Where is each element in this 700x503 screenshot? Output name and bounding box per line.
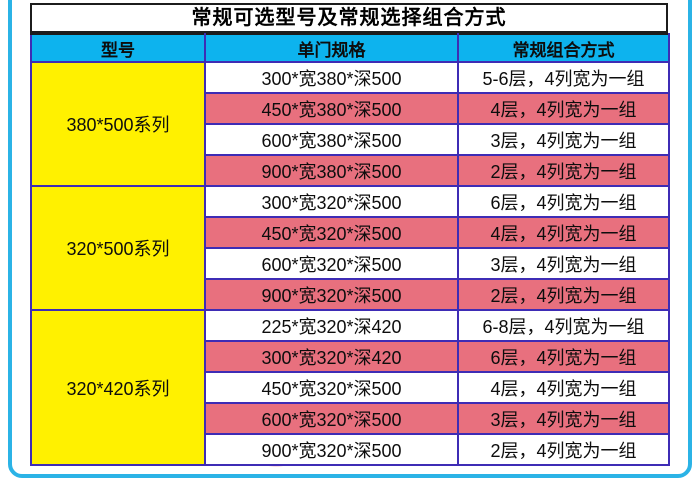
combo-cell: 2层，4列宽为一组 [457, 433, 670, 466]
spec-table-panel: 常规可选型号及常规选择组合方式 型号 单门规格 常规组合方式 380*500系列… [30, 3, 670, 466]
combo-cell: 3层，4列宽为一组 [457, 123, 670, 156]
combo-cell: 2层，4列宽为一组 [457, 154, 670, 187]
col-header-spec: 单门规格 [204, 33, 459, 63]
table-row: 450*宽380*深500 4层，4列宽为一组 [31, 92, 670, 125]
combo-cell: 4层，4列宽为一组 [457, 216, 670, 249]
page-title: 常规可选型号及常规选择组合方式 [30, 3, 668, 33]
spec-cell: 600*宽320*深500 [204, 402, 459, 435]
model-series-cell: 320*500系列 [30, 185, 206, 311]
table-row: 320*420系列 225*宽320*深420 6-8层，4列宽为一组 [30, 309, 670, 466]
combo-cell: 3层，4列宽为一组 [457, 247, 670, 280]
table-row: 900*宽320*深500 2层，4列宽为一组 [31, 278, 670, 311]
col-header-model: 型号 [30, 33, 206, 63]
table-row: 380*500系列 300*宽380*深500 5-6层，4列宽为一组 [30, 61, 670, 187]
table-row: 450*宽320*深500 4层，4列宽为一组 [31, 371, 670, 404]
table-row: 450*宽320*深500 4层，4列宽为一组 [31, 216, 670, 249]
spec-cell: 450*宽320*深500 [204, 371, 459, 404]
table-row: 900*宽380*深500 2层，4列宽为一组 [31, 154, 670, 187]
spec-cell: 450*宽380*深500 [204, 92, 459, 125]
header-row: 型号 单门规格 常规组合方式 [30, 33, 670, 63]
combo-cell: 6-8层，4列宽为一组 [457, 309, 670, 342]
spec-cell: 300*宽320*深420 [204, 340, 459, 373]
table-row: 600*宽320*深500 3层，4列宽为一组 [31, 402, 670, 435]
model-series-cell: 320*420系列 [30, 309, 206, 466]
combo-cell: 4层，4列宽为一组 [457, 92, 670, 125]
spec-cell: 450*宽320*深500 [204, 216, 459, 249]
model-series-cell: 380*500系列 [30, 61, 206, 187]
combo-cell: 5-6层，4列宽为一组 [457, 61, 670, 94]
table-row: 900*宽320*深500 2层，4列宽为一组 [31, 433, 670, 466]
spec-cell: 600*宽320*深500 [204, 247, 459, 280]
combo-cell: 4层，4列宽为一组 [457, 371, 670, 404]
table-row: 600*宽380*深500 3层，4列宽为一组 [31, 123, 670, 156]
spec-table: 型号 单门规格 常规组合方式 380*500系列 300*宽380*深500 5… [30, 33, 670, 466]
table-row: 600*宽320*深500 3层，4列宽为一组 [31, 247, 670, 280]
spec-cell: 900*宽320*深500 [204, 278, 459, 311]
col-header-combo: 常规组合方式 [457, 33, 670, 63]
combo-cell: 3层，4列宽为一组 [457, 402, 670, 435]
table-row: 300*宽320*深420 6层，4列宽为一组 [31, 340, 670, 373]
spec-cell: 600*宽380*深500 [204, 123, 459, 156]
spec-cell: 300*宽380*深500 [204, 61, 459, 94]
combo-cell: 2层，4列宽为一组 [457, 278, 670, 311]
combo-cell: 6层，4列宽为一组 [457, 185, 670, 218]
table-row: 320*500系列 300*宽320*深500 6层，4列宽为一组 [30, 185, 670, 311]
spec-cell: 900*宽320*深500 [204, 433, 459, 466]
spec-cell: 300*宽320*深500 [204, 185, 459, 218]
spec-cell: 900*宽380*深500 [204, 154, 459, 187]
spec-cell: 225*宽320*深420 [204, 309, 459, 342]
combo-cell: 6层，4列宽为一组 [457, 340, 670, 373]
